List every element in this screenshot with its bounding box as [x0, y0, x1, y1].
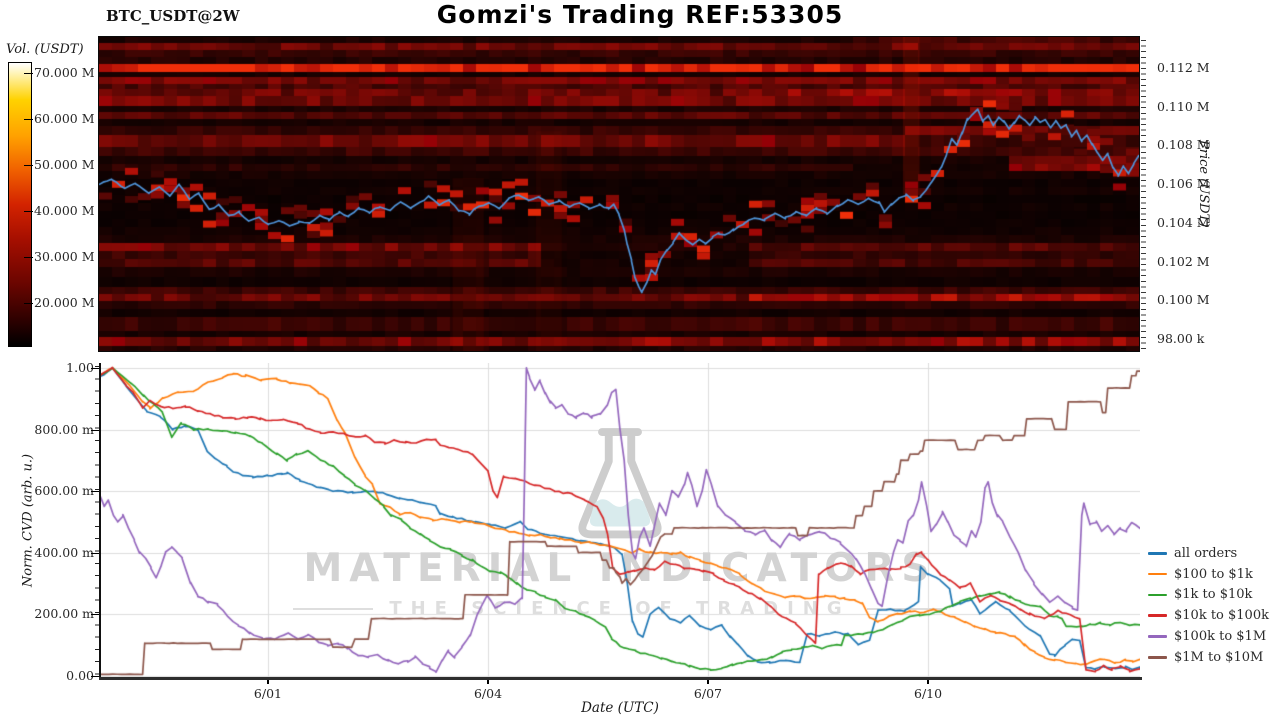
colorbar-tick-mark	[24, 118, 33, 120]
legend-label: $10k to $100k	[1174, 608, 1269, 624]
x-tick-label: 6/04	[473, 686, 503, 701]
y-axis-spine	[98, 363, 101, 679]
legend-item: $1k to $10k	[1148, 585, 1269, 606]
legend-line-swatch	[1148, 572, 1167, 576]
price-axis-minor-ticks	[1141, 40, 1146, 350]
legend-item: $1M to $10M	[1148, 647, 1269, 668]
date-axis-title: Date (UTC)	[581, 700, 659, 716]
y-major-tick	[91, 368, 99, 370]
x-axis-spine	[98, 677, 1142, 680]
y-axis-minor-ticks	[95, 366, 99, 676]
y-major-tick	[91, 491, 99, 493]
volume-colorbar	[8, 62, 32, 347]
x-tick-label: 6/01	[253, 686, 282, 701]
legend-line-swatch	[1148, 656, 1167, 659]
x-tick-label: 6/07	[693, 686, 722, 701]
y-tick-label: 200.00 m	[34, 606, 94, 621]
price-tick-label: 0.100 M	[1157, 292, 1210, 308]
colorbar-tick-label: 70.000 M	[34, 64, 95, 80]
y-tick-label: 0.00	[66, 667, 94, 683]
volume-heatmap-panel	[98, 36, 1141, 353]
colorbar-tick-label: 20.000 M	[34, 294, 95, 310]
symbol-label: BTC_USDT@2W	[106, 7, 240, 25]
page-title: Gomzi's Trading REF:53305	[436, 0, 844, 29]
x-major-tick	[487, 679, 489, 684]
legend: all orders $100 to $1k $1k to $10k $10k to …	[1148, 543, 1269, 668]
colorbar-tick-mark	[24, 256, 33, 258]
legend-label: all orders	[1174, 545, 1238, 561]
cvd-series-canvas	[100, 363, 1140, 679]
legend-item: $100 to $1k	[1148, 564, 1269, 585]
colorbar-tick-label: 40.000 M	[34, 202, 95, 218]
y-major-tick	[91, 552, 99, 554]
price-axis-title: Price (USDT)	[1196, 140, 1211, 228]
y-major-tick	[91, 675, 99, 677]
y-tick-label: 600.00 m	[34, 483, 94, 498]
legend-label: $100k to $1M	[1174, 629, 1267, 645]
y-tick-label: 1.00	[66, 360, 94, 375]
legend-item: $100k to $1M	[1148, 626, 1269, 647]
y-tick-label: 800.00 m	[34, 421, 94, 437]
legend-line-swatch	[1148, 552, 1167, 555]
price-tick-label: 0.102 M	[1157, 253, 1210, 269]
price-tick-label: 0.106 M	[1157, 176, 1210, 192]
y-major-tick	[91, 614, 99, 616]
legend-item: $10k to $100k	[1148, 605, 1269, 626]
legend-line-swatch	[1148, 635, 1167, 638]
legend-label: $1M to $10M	[1174, 649, 1264, 665]
colorbar-tick-mark	[24, 210, 33, 212]
colorbar-tick-label: 50.000 M	[34, 156, 95, 172]
price-tick-label: 0.104 M	[1157, 214, 1210, 230]
price-tick-label: 0.110 M	[1157, 98, 1210, 114]
cvd-axis-title: Norm. CVD (arb. u.)	[20, 453, 36, 588]
legend-item: all orders	[1148, 543, 1269, 564]
price-tick-label: 0.108 M	[1157, 137, 1210, 153]
y-tick-label: 400.00 m	[34, 544, 94, 560]
x-major-tick	[707, 679, 709, 684]
colorbar-title: Vol. (USDT)	[6, 42, 84, 57]
colorbar-tick-label: 60.000 M	[34, 110, 95, 126]
legend-label: $100 to $1k	[1174, 566, 1253, 582]
x-tick-label: 6/10	[914, 686, 943, 701]
x-major-tick	[927, 679, 929, 684]
colorbar-tick-mark	[24, 72, 33, 74]
colorbar-tick-mark	[24, 164, 33, 166]
colorbar-tick-label: 30.000 M	[34, 248, 95, 264]
legend-label: $1k to $10k	[1174, 587, 1253, 603]
volume-heatmap-canvas	[99, 37, 1140, 352]
legend-line-swatch	[1148, 614, 1167, 618]
colorbar-tick-mark	[24, 302, 33, 304]
x-major-tick	[267, 679, 269, 684]
legend-line-swatch	[1148, 593, 1167, 597]
price-tick-label: 98.00 k	[1157, 330, 1205, 346]
y-major-tick	[91, 429, 99, 431]
price-tick-label: 0.112 M	[1157, 60, 1210, 75]
